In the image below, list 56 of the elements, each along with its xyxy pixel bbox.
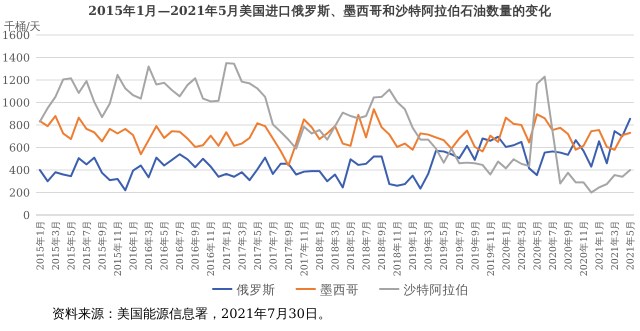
- text: 资料来源：美国能源信息署，2021年7月30日。: [52, 306, 331, 322]
- x-tick-label: 2019年11月: [484, 220, 497, 276]
- x-tick-label: 2018年9月: [376, 220, 388, 270]
- x-tick-label: 2020年9月: [562, 220, 574, 270]
- x-tick-label: 2015年7月: [80, 220, 93, 270]
- x-tick-label: 2019年7月: [454, 220, 466, 270]
- x-tick-label: 2015年11月: [112, 220, 124, 276]
- y-tick-label: 800: [9, 119, 30, 132]
- y-tick-label: 1400: [2, 52, 30, 64]
- x-tick-label: 2020年5月: [531, 220, 544, 270]
- x-tick-label: 2021年3月: [609, 220, 622, 270]
- y-tick-label: 200: [9, 186, 30, 200]
- x-tick-label: 2015年3月: [50, 220, 62, 270]
- legend-label: 沙特阿拉伯: [403, 282, 468, 297]
- x-tick-label: 2016年11月: [205, 220, 218, 276]
- x-tick-label: 2017年1月: [220, 220, 233, 270]
- x-tick-label: 2021年1月: [594, 220, 606, 270]
- chart-title: 2015年1月—2021年5月美国进口俄罗斯、墨西哥和沙特阿拉伯石油数量的变化: [88, 3, 553, 18]
- legend-label: 墨西哥: [320, 282, 359, 297]
- y-tick-label: 600: [9, 142, 30, 154]
- x-tick-label: 2016年5月: [158, 220, 171, 270]
- y-tick-label: 1200: [2, 74, 30, 87]
- line-series: [38, 118, 632, 192]
- y-tick-label: 1600: [2, 29, 30, 42]
- x-tick-label: 2019年1月: [407, 220, 420, 270]
- x-tick-label: 2020年7月: [546, 220, 559, 270]
- x-tick-label: 2015年1月: [34, 220, 46, 270]
- x-tick-label: 2015年9月: [96, 220, 109, 270]
- x-tick-label: 2018年1月: [314, 220, 326, 270]
- y-tick-label: 400: [9, 164, 30, 177]
- x-tick-label: 2017年7月: [267, 220, 280, 270]
- x-tick-label: 2015年5月: [65, 220, 78, 270]
- x-tick-label: 2020年1月: [500, 220, 512, 270]
- x-tick-label: 2016年1月: [128, 220, 140, 270]
- x-tick-label: 2017年9月: [282, 220, 295, 270]
- line-series: [38, 108, 632, 166]
- legend-label: 俄罗斯: [236, 282, 276, 297]
- x-tick-label: 2017年11月: [298, 220, 310, 276]
- x-tick-label: 2018年11月: [392, 220, 404, 276]
- y-tick-label: 0: [23, 209, 30, 222]
- line-series: [38, 62, 632, 194]
- x-tick-label: 2018年5月: [345, 220, 358, 270]
- x-tick-label: 2017年5月: [252, 220, 264, 270]
- x-tick-label: 2021年5月: [624, 220, 637, 270]
- x-tick-label: 2016年7月: [174, 220, 186, 270]
- x-tick-label: 2018年7月: [360, 220, 373, 270]
- x-tick-label: 2020年11月: [578, 220, 590, 276]
- x-tick-label: 2019年3月: [422, 220, 435, 270]
- x-tick-label: 2016年3月: [143, 220, 156, 270]
- x-tick-label: 2017年3月: [236, 220, 248, 270]
- x-tick-label: 2018年3月: [330, 220, 342, 270]
- x-tick-label: 2019年5月: [438, 220, 450, 270]
- x-tick-label: 2020年3月: [516, 220, 528, 270]
- x-tick-label: 2016年9月: [190, 220, 202, 270]
- y-tick-label: 1000: [2, 96, 30, 110]
- x-tick-label: 2019年9月: [469, 220, 482, 270]
